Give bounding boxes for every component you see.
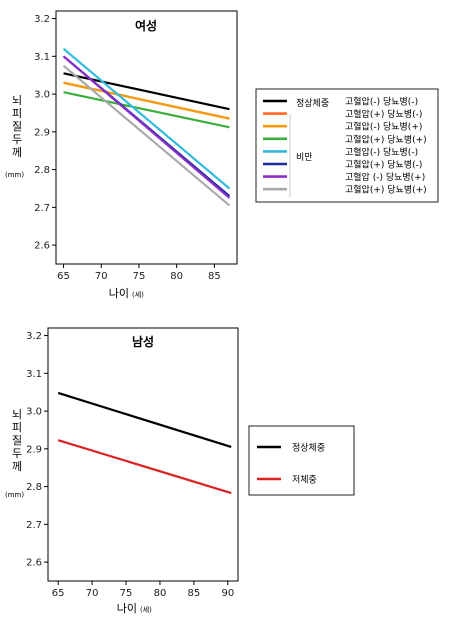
y-ticks-male: 2.6 2.7 2.8 2.9 3.0 3.1 3.2 bbox=[26, 331, 48, 569]
x-tick-label: 80 bbox=[170, 271, 183, 282]
legend-entries-female: 고혈압(-) 당뇨병(-)고혈압(+) 당뇨병(-)고혈압(-) 당뇨병(+)고… bbox=[263, 96, 427, 196]
y-tick-label: 2.8 bbox=[34, 165, 50, 176]
x-tick-label: 75 bbox=[120, 588, 133, 599]
chart-male: 남성 2.6 2.7 2.8 2.9 3.0 3.1 3.2 65 70 75 80 85 90 나이… bbox=[5, 327, 355, 615]
y-tick-label: 3.1 bbox=[26, 369, 42, 380]
series-line-7 bbox=[62, 64, 231, 207]
x-axis-label-male: 나이 bbox=[117, 602, 137, 615]
y-tick-label: 3.2 bbox=[34, 14, 50, 25]
series-line-6 bbox=[62, 55, 231, 199]
x-tick-label: 70 bbox=[86, 588, 99, 599]
legend-label-0: 정상체중 bbox=[292, 443, 325, 454]
x-axis-unit-female: (세) bbox=[132, 290, 144, 299]
chart-title-male: 남성 bbox=[132, 334, 154, 349]
y-tick-label: 2.7 bbox=[26, 520, 42, 531]
legend-box-female bbox=[255, 88, 439, 203]
x-tick-label: 70 bbox=[95, 271, 108, 282]
legend-label-5: 고혈압(+) 당뇨병(-) bbox=[345, 159, 422, 171]
chart-title-female: 여성 bbox=[135, 18, 157, 33]
x-ticks-female: 65 70 75 80 85 bbox=[57, 264, 221, 282]
y-tick-label: 2.6 bbox=[34, 241, 50, 252]
y-tick-label: 2.7 bbox=[34, 203, 50, 214]
y-ticks-female: 2.6 2.7 2.8 2.9 3.0 3.1 3.2 bbox=[34, 14, 56, 252]
x-tick-label: 80 bbox=[154, 588, 167, 599]
chart-female: 여성 2.6 2.7 2.8 2.9 3.0 3.1 3.2 65 70 75 80 85 나이 (… bbox=[5, 10, 439, 300]
x-axis-unit-male: (세) bbox=[140, 605, 152, 614]
x-tick-label: 65 bbox=[52, 588, 65, 599]
y-axis-unit-female: (mm) bbox=[5, 171, 24, 179]
legend-label-7: 고혈압(+) 당뇨병(+) bbox=[345, 184, 427, 196]
x-tick-label: 85 bbox=[188, 588, 201, 599]
plot-frame-female bbox=[55, 10, 238, 265]
x-tick-label: 75 bbox=[133, 271, 146, 282]
series-group-male bbox=[57, 391, 232, 495]
y-tick-label: 3.1 bbox=[34, 52, 50, 63]
x-tick-label: 90 bbox=[221, 588, 234, 599]
y-tick-label: 2.9 bbox=[34, 127, 50, 138]
series-group-female bbox=[62, 47, 231, 207]
legend-label-6: 고혈압 (-) 당뇨병(+) bbox=[345, 171, 425, 183]
series-line-0 bbox=[57, 391, 232, 448]
legend-label-0: 고혈압(-) 당뇨병(-) bbox=[345, 96, 418, 108]
legend-label-3: 고혈압(+) 당뇨병(+) bbox=[345, 133, 427, 145]
x-tick-label: 65 bbox=[57, 271, 70, 282]
legend-label-1: 고혈압(+) 당뇨병(-) bbox=[345, 108, 422, 120]
legend-group-obese: 비만 bbox=[296, 152, 313, 163]
x-tick-label: 85 bbox=[208, 271, 221, 282]
series-line-3 bbox=[63, 91, 230, 129]
y-axis-unit-male: (mm) bbox=[5, 491, 24, 499]
x-axis-label-female: 나이 bbox=[109, 287, 129, 300]
legend-label-2: 고혈압(-) 당뇨병(+) bbox=[345, 121, 422, 133]
series-line-4 bbox=[62, 47, 231, 190]
y-tick-label: 2.6 bbox=[26, 558, 42, 569]
legend-label-1: 저체중 bbox=[292, 475, 317, 486]
y-tick-label: 3.2 bbox=[26, 331, 42, 342]
y-tick-label: 3.0 bbox=[34, 90, 50, 101]
x-ticks-male: 65 70 75 80 85 90 bbox=[52, 581, 234, 599]
y-tick-label: 2.8 bbox=[26, 482, 42, 493]
legend-box-male bbox=[248, 425, 355, 496]
y-tick-label: 3.0 bbox=[26, 407, 42, 418]
legend-group-normal-weight: 정상체중 bbox=[296, 98, 329, 109]
series-line-1 bbox=[57, 439, 232, 495]
legend-label-4: 고혈압(-) 당뇨병(-) bbox=[345, 146, 418, 158]
plot-frame-male bbox=[47, 327, 239, 582]
y-tick-label: 2.9 bbox=[26, 444, 42, 455]
